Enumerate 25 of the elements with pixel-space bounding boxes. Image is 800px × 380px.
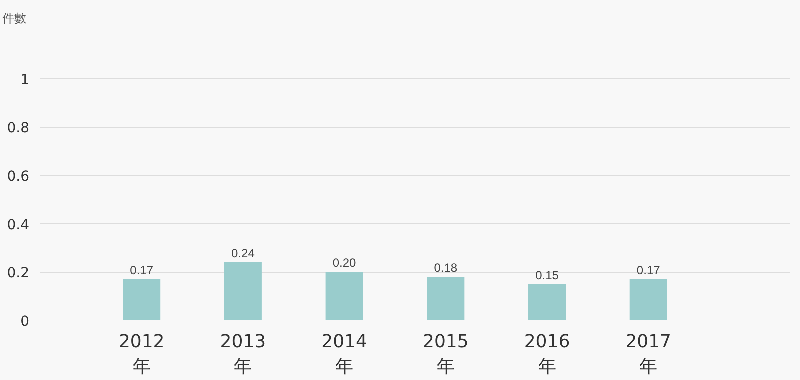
bar: [224, 262, 262, 320]
data-label: 0.24: [232, 246, 256, 260]
data-label: 0.20: [332, 256, 357, 270]
bar: [427, 277, 465, 320]
x-tick-label: 2012 年: [118, 332, 165, 378]
x-tick-label: 2014 年: [322, 332, 368, 378]
x-tick-label: 2015 年: [423, 332, 469, 378]
data-label: 0.18: [434, 261, 458, 275]
data-label: 0.17: [636, 263, 661, 278]
bar: [326, 272, 364, 320]
y-tick-label: 1: [20, 72, 30, 88]
x-tick-label: 2013 年: [220, 332, 266, 378]
bar: [630, 279, 668, 320]
y-tick-label: 0.4: [7, 217, 30, 234]
y-tick-label: 0.2: [7, 266, 30, 282]
bar: [123, 279, 161, 320]
y-tick-label: 0: [20, 314, 30, 330]
y-tick-label: 0.6: [7, 169, 30, 185]
data-label: 0.15: [536, 268, 560, 282]
x-tick-label: 2017 年: [626, 332, 672, 378]
x-tick-label: 2016 年: [524, 332, 570, 378]
y-tick-label: 0.8: [7, 120, 30, 137]
y-axis-title: 件數: [2, 12, 26, 26]
data-label: 0.17: [130, 263, 154, 278]
bar: [528, 284, 566, 320]
